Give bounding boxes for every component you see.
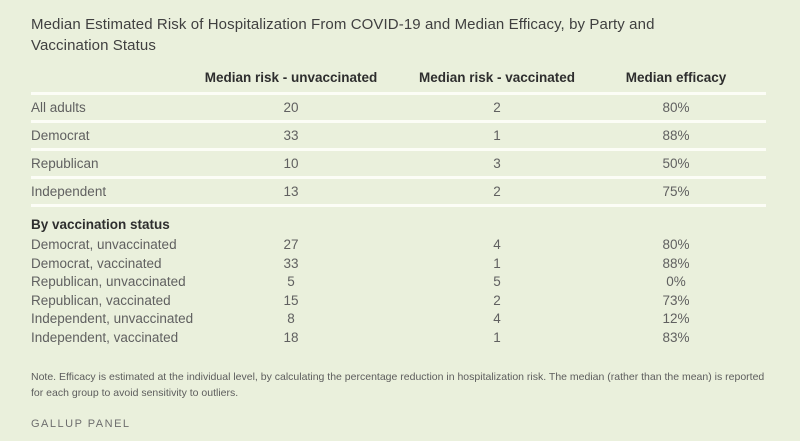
efficacy-value: 0% xyxy=(666,274,686,289)
column-header-risk-unvaccinated: Median risk - unvaccinated xyxy=(204,70,378,85)
row-label: Independent, unvaccinated xyxy=(31,311,194,326)
data-table: Median risk - unvaccinated Median risk -… xyxy=(31,70,766,347)
column-header-efficacy: Median efficacy xyxy=(625,70,727,85)
risk-unvaccinated-value: 8 xyxy=(287,311,295,326)
table-row: Independent, unvaccinated 8 4 12% xyxy=(31,310,766,329)
row-label: Republican, unvaccinated xyxy=(31,274,186,289)
table-row: Independent 13 2 75% xyxy=(31,179,766,207)
risk-vaccinated-value: 1 xyxy=(493,255,501,271)
table-row: Democrat, vaccinated 33 1 88% xyxy=(31,255,766,274)
table-row: Democrat 33 1 88% xyxy=(31,123,766,151)
risk-vaccinated-value: 2 xyxy=(493,184,501,199)
risk-unvaccinated-value: 27 xyxy=(283,237,299,252)
risk-unvaccinated-value: 20 xyxy=(283,100,299,115)
risk-unvaccinated-value: 13 xyxy=(283,184,299,199)
table-row: Independent, vaccinated 18 1 83% xyxy=(31,329,766,348)
row-label: All adults xyxy=(31,100,86,115)
risk-vaccinated-value: 3 xyxy=(493,156,501,171)
risk-unvaccinated-value: 10 xyxy=(283,156,299,171)
risk-vaccinated-value: 4 xyxy=(493,311,501,326)
table-row: Republican 10 3 50% xyxy=(31,151,766,179)
section-header: By vaccination status xyxy=(31,217,170,232)
risk-vaccinated-value: 2 xyxy=(493,100,501,115)
row-label: Democrat, unvaccinated xyxy=(31,237,177,252)
table-header-row: Median risk - unvaccinated Median risk -… xyxy=(31,70,766,95)
efficacy-value: 73% xyxy=(662,292,690,308)
efficacy-value: 50% xyxy=(662,156,690,171)
row-label: Republican xyxy=(31,156,99,171)
table-row: Republican, unvaccinated 5 5 0% xyxy=(31,273,766,292)
row-label: Independent xyxy=(31,184,107,199)
table-row: Republican, vaccinated 15 2 73% xyxy=(31,292,766,311)
efficacy-value: 88% xyxy=(662,255,690,271)
efficacy-value: 88% xyxy=(662,128,690,143)
efficacy-value: 12% xyxy=(662,311,690,326)
chart-title: Median Estimated Risk of Hospitalization… xyxy=(31,16,655,54)
risk-unvaccinated-value: 33 xyxy=(283,128,299,143)
risk-unvaccinated-value: 18 xyxy=(283,329,299,345)
efficacy-value: 80% xyxy=(662,100,690,115)
row-label: Independent, vaccinated xyxy=(31,329,179,345)
row-label: Democrat, vaccinated xyxy=(31,255,162,271)
vaccination-status-section: By vaccination status Democrat, unvaccin… xyxy=(31,215,766,347)
table-row: Democrat, unvaccinated 27 4 80% xyxy=(31,236,766,255)
efficacy-value: 80% xyxy=(662,237,690,252)
risk-unvaccinated-value: 33 xyxy=(283,255,299,271)
source-label: GALLUP PANEL xyxy=(31,418,131,430)
row-label: Democrat xyxy=(31,128,90,143)
risk-vaccinated-value: 4 xyxy=(493,237,501,252)
efficacy-value: 83% xyxy=(662,329,690,345)
table-row: All adults 20 2 80% xyxy=(31,95,766,123)
row-label: Republican, vaccinated xyxy=(31,292,171,308)
column-header-risk-vaccinated: Median risk - vaccinated xyxy=(418,70,576,85)
risk-unvaccinated-value: 5 xyxy=(287,274,295,289)
risk-vaccinated-value: 1 xyxy=(493,329,501,345)
risk-vaccinated-value: 1 xyxy=(493,128,501,143)
risk-vaccinated-value: 5 xyxy=(493,274,501,289)
footnote: Note. Efficacy is estimated at the indiv… xyxy=(31,371,765,399)
risk-unvaccinated-value: 15 xyxy=(283,292,299,308)
risk-vaccinated-value: 2 xyxy=(493,292,501,308)
efficacy-value: 75% xyxy=(662,184,690,199)
